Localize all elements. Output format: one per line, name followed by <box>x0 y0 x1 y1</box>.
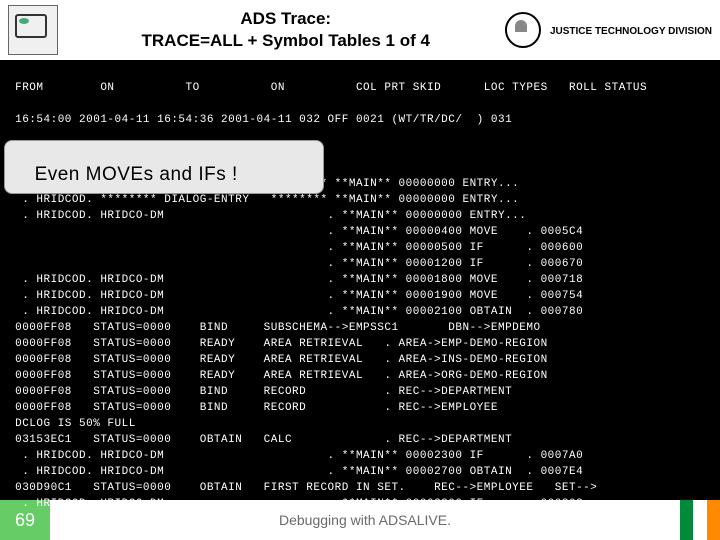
terminal-line: 030D90C1 STATUS=0000 OBTAIN FIRST RECORD… <box>8 480 712 496</box>
terminal-line: . HRIDCOD. HRIDCO-DM . **MAIN** 00000000… <box>8 208 712 224</box>
terminal-line: 0000FF08 STATUS=0000 READY AREA RETRIEVA… <box>8 368 712 384</box>
terminal-status-row: 16:54:00 2001-04-11 16:54:36 2001-04-11 … <box>8 112 712 128</box>
org-label: JUSTICE TECHNOLOGY DIVISION <box>550 26 712 37</box>
terminal-line: . HRIDCOD. HRIDCO-DM . **MAIN** 00002800… <box>8 496 712 512</box>
terminal-line: . HRIDCOD. HRIDCO-DM . **MAIN** 00001900… <box>8 288 712 304</box>
terminal-line: . HRIDCOD. HRIDCO-DM . **MAIN** 00002300… <box>8 448 712 464</box>
header-logo-icon <box>8 5 58 55</box>
terminal-line: 0000FF08 STATUS=0000 BIND RECORD . REC--… <box>8 384 712 400</box>
title-line-2: TRACE=ALL + Symbol Tables 1 of 4 <box>142 31 430 50</box>
terminal-line: 03153EC1 STATUS=0000 OBTAIN CALC . REC--… <box>8 432 712 448</box>
terminal-line: 0000FF08 STATUS=0000 BIND SUBSCHEMA-->EM… <box>8 320 712 336</box>
terminal-line: . **MAIN** 00001200 IF . 000670 <box>8 256 712 272</box>
seal-icon <box>505 12 541 48</box>
title-line-1: ADS Trace: <box>240 9 331 28</box>
terminal-line: . HRIDCOD. ******** DIALOG-ENTRY *******… <box>8 192 712 208</box>
terminal-lines: . ADSOCMLS ******** DIALOG-ENTRY *******… <box>8 176 712 512</box>
terminal-line: DCLOG IS 50% FULL <box>8 416 712 432</box>
terminal-line: 0000FF08 STATUS=0000 READY AREA RETRIEVA… <box>8 336 712 352</box>
terminal-line: 0000FF08 STATUS=0000 BIND RECORD . REC--… <box>8 400 712 416</box>
terminal-line: . HRIDCOD. HRIDCO-DM . **MAIN** 00001800… <box>8 272 712 288</box>
slide-header: ADS Trace: TRACE=ALL + Symbol Tables 1 o… <box>0 0 720 60</box>
header-right: JUSTICE TECHNOLOGY DIVISION <box>505 12 712 48</box>
terminal-trace-output: FROM ON TO ON COL PRT SKID LOC TYPES ROL… <box>0 60 720 500</box>
terminal-header-row: FROM ON TO ON COL PRT SKID LOC TYPES ROL… <box>8 80 712 96</box>
slide-title: ADS Trace: TRACE=ALL + Symbol Tables 1 o… <box>66 8 505 52</box>
callout-text: Even MOVEs and IFs ! <box>35 164 238 185</box>
terminal-line: . HRIDCOD. HRIDCO-DM . **MAIN** 00002700… <box>8 464 712 480</box>
terminal-line: . **MAIN** 00000400 MOVE . 0005C4 <box>8 224 712 240</box>
annotation-callout: Even MOVEs and IFs ! <box>4 140 324 194</box>
terminal-line: . **MAIN** 00000500 IF . 000600 <box>8 240 712 256</box>
terminal-line: . HRIDCOD. HRIDCO-DM . **MAIN** 00002100… <box>8 304 712 320</box>
terminal-line: 0000FF08 STATUS=0000 READY AREA RETRIEVA… <box>8 352 712 368</box>
